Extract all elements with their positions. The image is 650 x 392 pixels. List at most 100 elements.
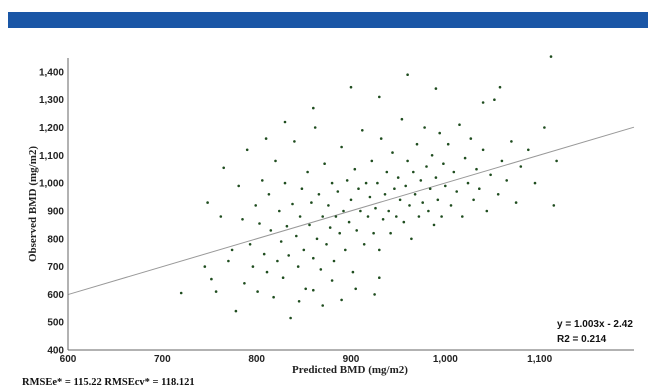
data-point xyxy=(368,195,372,199)
data-point xyxy=(349,198,353,202)
data-point xyxy=(357,187,360,190)
data-point xyxy=(321,215,325,218)
data-point xyxy=(362,243,366,246)
data-point xyxy=(243,282,246,285)
data-point xyxy=(400,117,404,121)
data-point xyxy=(355,229,359,232)
data-points xyxy=(179,55,558,320)
data-point xyxy=(446,142,450,146)
data-point xyxy=(385,170,389,174)
data-point xyxy=(308,223,311,227)
data-point xyxy=(466,181,470,185)
data-point xyxy=(425,165,428,168)
data-point xyxy=(214,290,218,293)
data-point xyxy=(330,279,334,282)
data-point xyxy=(298,215,302,218)
x-axis-title: Predicted BMD (mg/m2) xyxy=(292,364,408,376)
data-point xyxy=(434,87,438,90)
data-point xyxy=(472,198,475,202)
data-point xyxy=(514,201,518,204)
data-point xyxy=(312,256,315,260)
x-axis-ticks: 600 700 800 900 1,000 1,100 xyxy=(60,354,553,365)
data-point xyxy=(332,259,336,263)
data-point xyxy=(344,248,347,252)
data-point xyxy=(383,193,387,196)
data-point xyxy=(379,137,383,140)
data-point xyxy=(237,184,240,188)
y-tick-label: 500 xyxy=(47,318,64,329)
data-point xyxy=(485,209,489,213)
data-point xyxy=(285,224,289,228)
data-point xyxy=(423,126,426,129)
data-point xyxy=(370,159,374,163)
data-point xyxy=(374,206,377,210)
data-point xyxy=(406,159,409,163)
data-point xyxy=(463,156,467,160)
data-point xyxy=(432,223,436,227)
data-point xyxy=(427,209,430,213)
y-tick-label: 700 xyxy=(47,262,64,273)
data-point xyxy=(296,265,300,268)
data-point xyxy=(378,248,381,252)
y-tick-label: 1,200 xyxy=(39,123,64,134)
data-point xyxy=(251,265,255,268)
data-point xyxy=(489,173,492,177)
data-point xyxy=(527,148,530,152)
data-point xyxy=(338,231,342,235)
data-point xyxy=(440,215,443,218)
data-point xyxy=(269,229,273,232)
data-point xyxy=(412,170,415,174)
data-point xyxy=(261,179,264,182)
plot-area xyxy=(68,58,634,350)
data-point xyxy=(179,291,183,295)
regression-line xyxy=(67,126,635,296)
y-tick-label: 1,100 xyxy=(39,151,64,162)
data-point xyxy=(330,181,334,185)
data-point xyxy=(334,215,338,218)
y-tick-label: 800 xyxy=(47,234,64,245)
data-point xyxy=(283,120,287,124)
data-point xyxy=(410,237,413,241)
data-point xyxy=(455,190,459,193)
data-point xyxy=(493,98,496,101)
data-point xyxy=(323,162,326,165)
y-tick-label: 1,300 xyxy=(39,95,64,106)
data-point xyxy=(378,95,381,99)
data-point xyxy=(241,218,244,221)
data-point xyxy=(340,298,343,302)
data-point xyxy=(276,259,279,263)
data-point xyxy=(328,226,332,229)
data-point xyxy=(295,234,298,238)
data-point xyxy=(254,204,257,207)
data-point xyxy=(336,190,340,193)
data-point xyxy=(312,288,315,292)
data-point xyxy=(248,243,252,246)
data-point xyxy=(274,159,277,163)
data-point xyxy=(404,184,408,188)
data-point xyxy=(391,151,394,154)
data-point xyxy=(458,123,461,126)
data-point xyxy=(481,148,485,152)
data-point xyxy=(297,300,301,303)
data-point xyxy=(289,316,292,320)
data-point xyxy=(498,85,502,89)
x-tick-label: 1,000 xyxy=(433,354,458,365)
data-point xyxy=(543,126,546,129)
data-point xyxy=(262,252,266,256)
data-point xyxy=(361,129,364,132)
data-point xyxy=(353,167,357,171)
data-point xyxy=(349,85,353,89)
data-point xyxy=(475,167,478,171)
data-point xyxy=(389,231,392,235)
data-point xyxy=(434,176,438,179)
data-point xyxy=(398,198,402,202)
x-tick-label: 600 xyxy=(60,354,77,365)
r-squared-label: R2 = 0.214 xyxy=(557,334,607,345)
data-point xyxy=(378,276,381,280)
y-tick-label: 1,000 xyxy=(39,179,64,190)
data-point xyxy=(291,202,294,206)
header-band xyxy=(8,12,648,28)
data-point xyxy=(519,165,523,168)
data-point xyxy=(264,137,268,140)
